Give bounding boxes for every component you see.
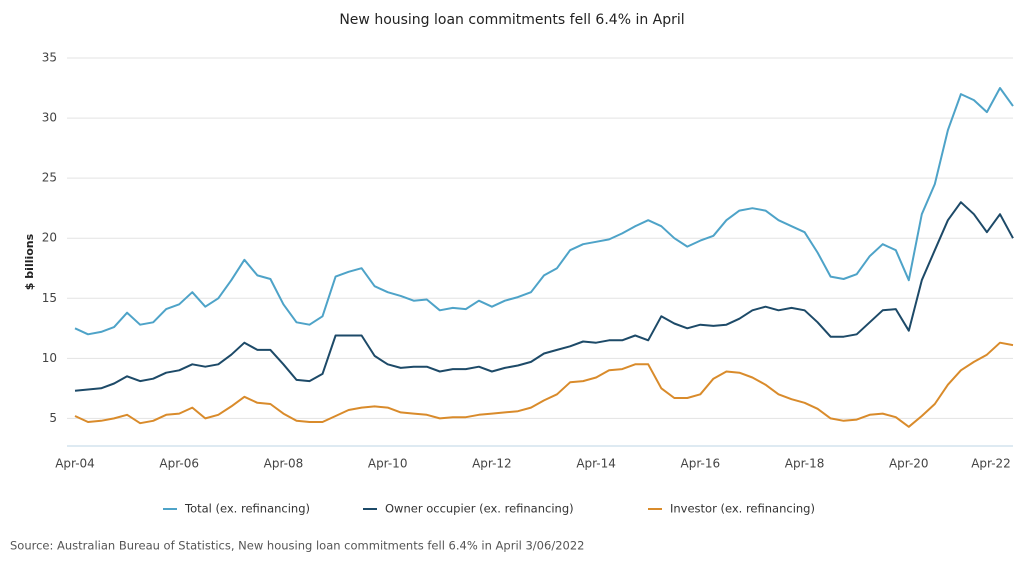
x-tick-label: Apr-06 bbox=[159, 457, 199, 471]
x-tick-label: Apr-14 bbox=[576, 457, 616, 471]
legend-label: Investor (ex. refinancing) bbox=[670, 502, 815, 516]
legend-label: Total (ex. refinancing) bbox=[184, 502, 310, 516]
y-axis-label: $ billions bbox=[23, 233, 36, 290]
y-tick-label: 5 bbox=[49, 411, 57, 425]
x-tick-label: Apr-20 bbox=[889, 457, 929, 471]
chart-title: New housing loan commitments fell 6.4% i… bbox=[339, 12, 684, 28]
x-tick-label: Apr-08 bbox=[264, 457, 304, 471]
x-tick-label: Apr-12 bbox=[472, 457, 512, 471]
x-tick-label: Apr-22 bbox=[971, 457, 1011, 471]
x-tick-label: Apr-16 bbox=[681, 457, 721, 471]
y-tick-label: 30 bbox=[42, 111, 57, 125]
x-tick-label: Apr-18 bbox=[785, 457, 825, 471]
y-tick-label: 20 bbox=[42, 231, 57, 245]
y-tick-label: 35 bbox=[42, 51, 57, 65]
series-line bbox=[74, 201, 1014, 392]
y-tick-label: 25 bbox=[42, 171, 57, 185]
x-tick-label: Apr-10 bbox=[368, 457, 408, 471]
y-tick-label: 15 bbox=[42, 291, 57, 305]
source: Source: Australian Bureau of Statistics,… bbox=[10, 539, 584, 553]
legend-label: Owner occupier (ex. refinancing) bbox=[385, 502, 574, 516]
series-line bbox=[74, 341, 1014, 428]
series-line bbox=[74, 87, 1014, 336]
x-tick-label: Apr-04 bbox=[55, 457, 95, 471]
y-tick-label: 10 bbox=[42, 351, 57, 365]
